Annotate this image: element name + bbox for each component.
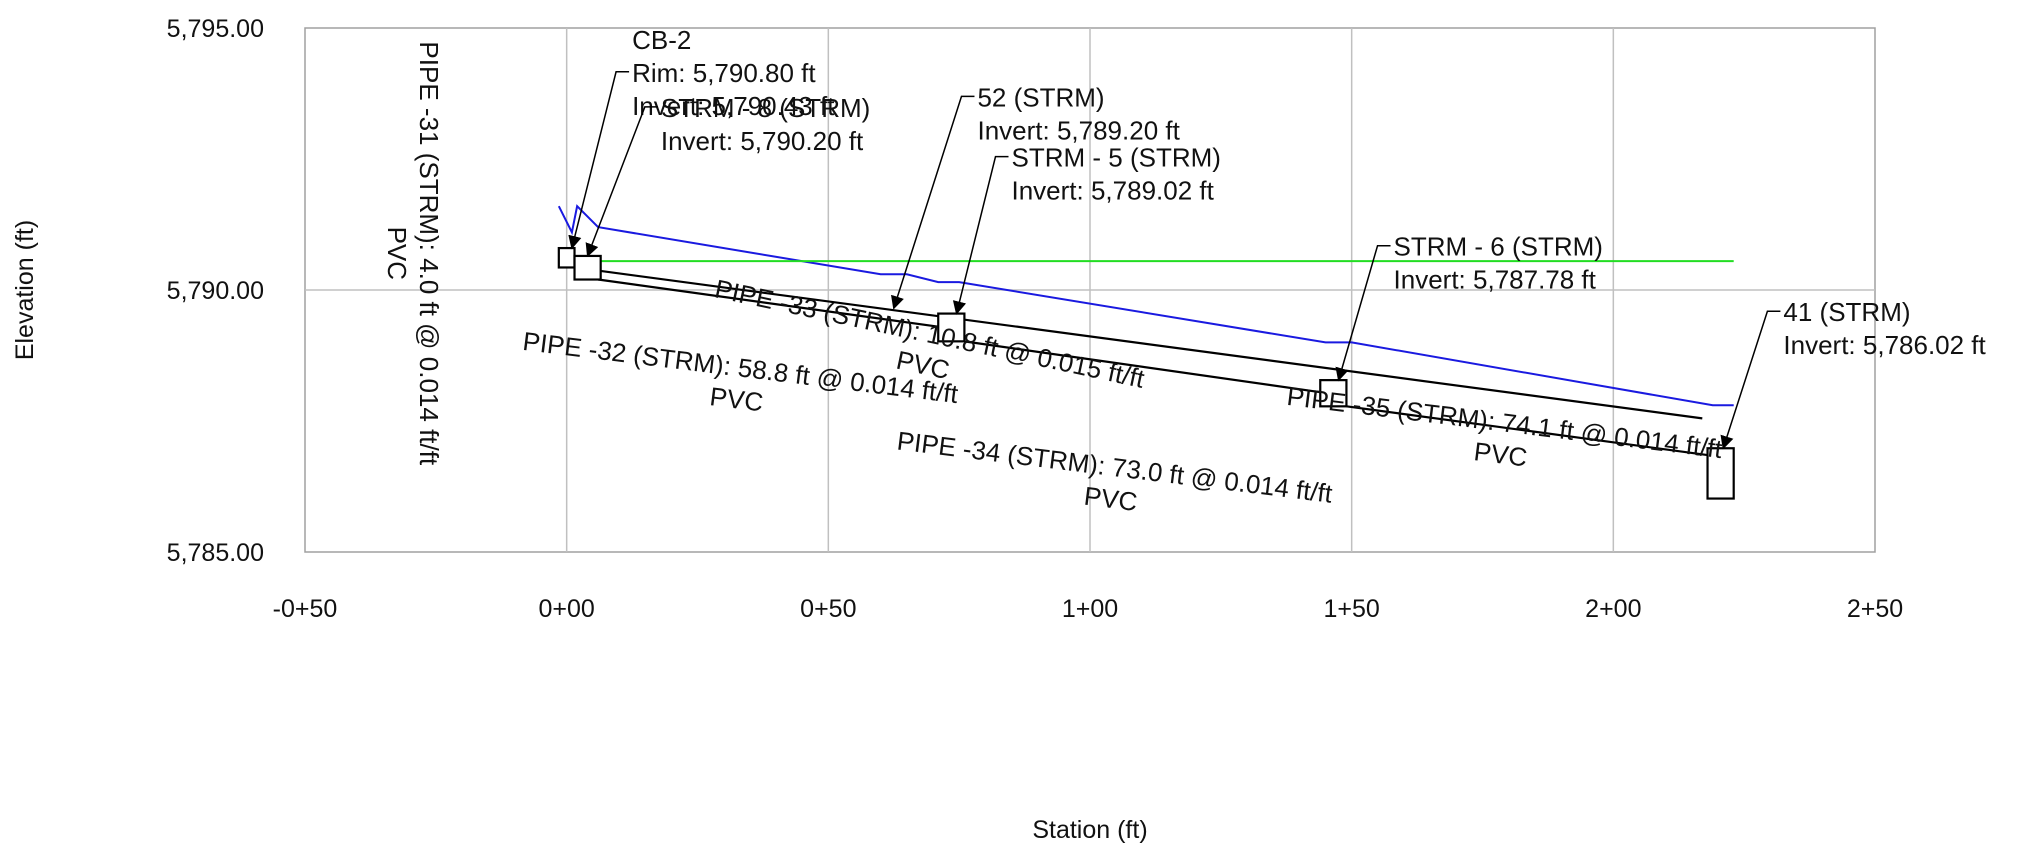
pipe-label: PIPE -32 (STRM): 58.8 ft @ 0.014 ft/ftPV… xyxy=(521,326,960,417)
y-tick-labels: 5,785.00 5,790.00 5,795.00 xyxy=(167,15,264,567)
node-label-line: Rim: 5,790.80 ft xyxy=(632,58,816,88)
pipe-label: PIPE -34 (STRM): 73.0 ft @ 0.014 ft/ftPV… xyxy=(895,425,1334,517)
y-axis-title: Elevation (ft) xyxy=(11,220,39,360)
series-layer xyxy=(557,204,1734,407)
x-axis-title: Station (ft) xyxy=(1032,816,1147,844)
node-callout: 52 (STRM)Invert: 5,789.20 ft xyxy=(891,82,1181,310)
node-callout: STRM - 6 (STRM)Invert: 5,787.78 ft xyxy=(1335,232,1603,382)
structure-box xyxy=(557,246,576,269)
pipe-label-line: PIPE -31 (STRM): 4.0 ft @ 0.014 ft/ft xyxy=(414,41,444,466)
node-label-line: Invert: 5,790.43 ft xyxy=(632,91,835,121)
callout-leader xyxy=(1720,310,1781,450)
y-tick-label: 5,785.00 xyxy=(167,539,264,567)
structure-box xyxy=(573,254,602,281)
structure-box xyxy=(937,312,966,343)
x-tick-label: 1+00 xyxy=(1062,595,1118,623)
pipe-line xyxy=(1346,405,1708,457)
node-label-line: Invert: 5,790.20 ft xyxy=(661,126,864,156)
node-label-line: STRM - 6 (STRM) xyxy=(1394,232,1603,262)
pipes-layer xyxy=(574,266,1708,457)
x-tick-label: 1+50 xyxy=(1324,595,1380,623)
structure-box xyxy=(1319,379,1348,408)
pipe-line xyxy=(597,278,939,328)
node-label-line: Invert: 5,789.02 ft xyxy=(1012,176,1215,206)
pipe-label-line: PVC xyxy=(1472,436,1529,472)
callout-leader xyxy=(568,71,630,250)
callout-leader xyxy=(891,95,975,310)
y-tick-label: 5,790.00 xyxy=(167,277,264,305)
node-label-line: 52 (STRM) xyxy=(977,82,1104,112)
x-tick-label: 2+00 xyxy=(1585,595,1641,623)
node-callout: STRM - 5 (STRM)Invert: 5,789.02 ft xyxy=(952,143,1221,315)
x-tick-label: -0+50 xyxy=(273,595,338,623)
node-label-line: STRM - 8 (STRM) xyxy=(661,93,870,123)
node-label-line: CB-2 xyxy=(632,25,691,55)
node-label-line: Invert: 5,789.20 ft xyxy=(977,115,1180,145)
node-label-line: Invert: 5,786.02 ft xyxy=(1783,330,1986,360)
x-tick-label: 0+50 xyxy=(800,595,856,623)
node-callout: 41 (STRM)Invert: 5,786.02 ft xyxy=(1720,297,1987,450)
structure-box xyxy=(1706,447,1735,500)
x-tick-labels: -0+50 0+00 0+50 1+00 1+50 2+00 2+50 xyxy=(273,595,1903,623)
x-tick-label: 2+50 xyxy=(1847,595,1903,623)
node-callout: STRM - 8 (STRM)Invert: 5,790.20 ft xyxy=(585,93,870,258)
callout-leader xyxy=(952,155,1009,315)
callout-leader xyxy=(585,106,658,258)
node-label-line: 41 (STRM) xyxy=(1783,297,1910,327)
node-label-line: STRM - 5 (STRM) xyxy=(1012,143,1221,173)
pipe-label-line: PVC xyxy=(382,227,412,280)
structures-layer xyxy=(557,246,1735,500)
pipe-label-line: PVC xyxy=(1082,481,1139,517)
pipe-line xyxy=(574,266,1703,420)
pipe-label-line: PVC xyxy=(708,381,765,417)
node-label-line: Invert: 5,787.78 ft xyxy=(1394,265,1597,295)
y-tick-label: 5,795.00 xyxy=(167,15,264,43)
hgl-line xyxy=(557,204,1734,407)
grid xyxy=(305,28,1875,552)
callout-leader xyxy=(1335,244,1391,382)
pipe-label: PIPE -35 (STRM): 74.1 ft @ 0.014 ft/ftPV… xyxy=(1285,381,1724,472)
pipe-line xyxy=(964,340,1321,394)
x-tick-label: 0+00 xyxy=(539,595,595,623)
